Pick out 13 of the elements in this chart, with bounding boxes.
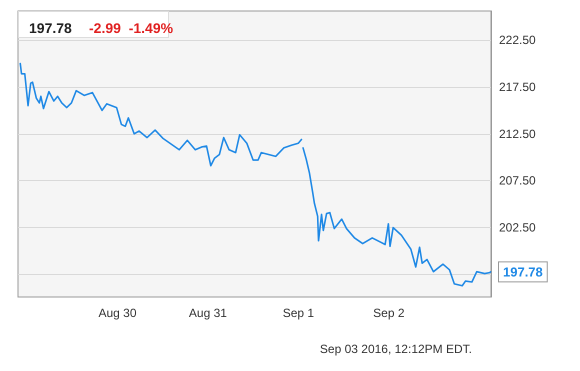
y-tick-label: 202.50 [499, 220, 536, 235]
text: 197.78 [29, 20, 72, 36]
x-tick-label: Aug 30 [98, 306, 137, 320]
x-tick-label: Sep 2 [373, 306, 405, 320]
text: -2.99 -1.49% [89, 20, 174, 36]
x-tick-label: Sep 1 [282, 306, 314, 320]
annotation: 197.78 [503, 264, 543, 280]
x-tick-label: Aug 31 [188, 306, 228, 320]
y-tick-label: 212.50 [499, 126, 536, 141]
text: Sep 03 2016, 12:12PM EDT. [320, 342, 472, 356]
y-tick-label: 207.50 [499, 174, 536, 188]
y-tick-label: 222.50 [499, 33, 536, 48]
y-tick-label: 217.50 [499, 80, 536, 94]
